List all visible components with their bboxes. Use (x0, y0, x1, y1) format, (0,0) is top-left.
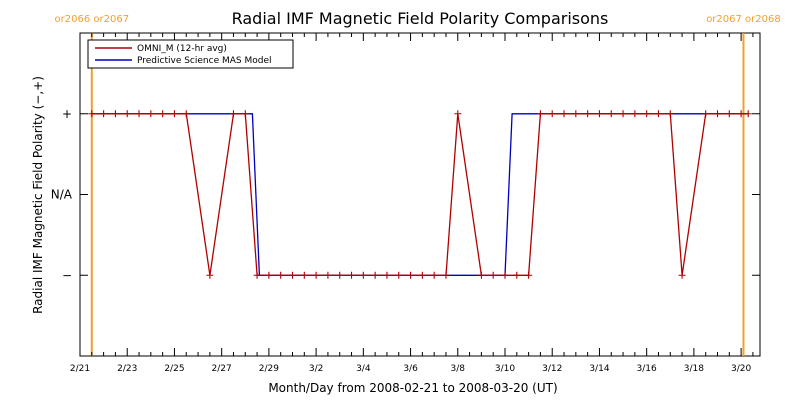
series-0-point-5 (147, 110, 155, 118)
x-tick-label-14: 3/20 (731, 364, 751, 374)
carrington-marker-label-0: or2066 or2067 (55, 14, 130, 25)
y-tick-label-2: − (62, 268, 72, 282)
x-tick-label-6: 3/4 (356, 364, 371, 374)
x-tick-label-4: 2/29 (259, 364, 279, 374)
x-tick-label-3: 2/27 (212, 364, 232, 374)
x-axis-label: Month/Day from 2008-02-21 to 2008-03-20 … (268, 381, 557, 395)
series-0-point-8 (182, 110, 190, 118)
series-0-point-17 (312, 271, 320, 279)
series-0-point-14 (277, 271, 285, 279)
series-0-point-29 (454, 110, 462, 118)
series-0-point-25 (407, 271, 415, 279)
series-0-point-9 (206, 271, 214, 279)
legend-box (87, 39, 294, 69)
series-0-point-3 (123, 110, 131, 118)
series-0-point-47 (678, 271, 686, 279)
series-0-point-32 (501, 271, 509, 279)
series-0-point-24 (395, 271, 403, 279)
series-0-point-34 (525, 271, 533, 279)
x-tick-label-11: 3/14 (589, 364, 609, 374)
series-0-point-2 (111, 110, 119, 118)
series-0-point-4 (135, 110, 143, 118)
series-0-point-42 (619, 110, 627, 118)
series-0-point-35 (536, 110, 544, 118)
series-0-point-49 (714, 110, 721, 118)
carrington-markers: or2066 or2067 or2067 or2068 (55, 14, 781, 356)
series-0-point-38 (572, 110, 580, 118)
series-0-point-0 (88, 110, 96, 118)
series-0-point-50 (725, 110, 733, 118)
series-0-point-48 (702, 110, 710, 118)
series-0-point-30 (477, 271, 485, 279)
series-0-point-41 (607, 110, 615, 118)
series-0-point-10 (229, 110, 237, 118)
x-tick-label-2: 2/25 (164, 364, 184, 374)
series-0-point-40 (595, 110, 603, 118)
series-0-point-21 (359, 271, 367, 279)
x-tick-label-8: 3/8 (451, 364, 466, 374)
series-0-point-18 (324, 271, 332, 279)
series-0-point-37 (560, 110, 568, 118)
x-tick-label-1: 2/23 (117, 364, 137, 374)
series-0-point-33 (513, 271, 521, 279)
x-tick-label-10: 3/12 (542, 364, 562, 374)
series-0-point-44 (643, 110, 651, 118)
series-0-point-16 (300, 271, 308, 279)
x-tick-label-9: 3/10 (495, 364, 515, 374)
series-0-point-52 (744, 110, 752, 118)
series-0-point-19 (336, 271, 344, 279)
series-0-point-26 (418, 271, 426, 279)
x-tick-label-0: 2/21 (70, 364, 90, 374)
series-0-point-7 (170, 110, 178, 118)
series-0-point-27 (430, 271, 438, 279)
series-0-point-13 (265, 271, 273, 279)
x-tick-label-7: 3/6 (403, 364, 418, 374)
x-tick-label-12: 3/16 (637, 364, 657, 374)
series-0-point-36 (548, 110, 556, 118)
y-axis-label: Radial IMF Magnetic Field Polarity (−,+) (31, 76, 45, 314)
series-0-point-43 (631, 110, 639, 118)
series-0-point-12 (253, 271, 261, 279)
series-0-point-31 (489, 271, 497, 279)
series-0-point-15 (289, 271, 296, 279)
series-0-point-28 (442, 271, 450, 279)
series-0-point-45 (654, 110, 662, 118)
series-0-point-20 (348, 271, 356, 279)
chart-title: Radial IMF Magnetic Field Polarity Compa… (232, 9, 609, 28)
series-layer (88, 110, 752, 279)
series-0-point-22 (371, 271, 379, 279)
series-0-point-11 (241, 110, 249, 118)
series-0-point-1 (100, 110, 108, 118)
series-0-point-23 (383, 271, 391, 279)
legend: OMNI_M (12-hr avg) Predictive Science MA… (87, 39, 294, 69)
x-tick-label-5: 3/2 (309, 364, 323, 374)
y-tick-label-1: N/A (51, 188, 73, 202)
y-tick-label-0: + (62, 107, 72, 121)
x-tick-label-13: 3/18 (684, 364, 704, 374)
legend-label-omni: OMNI_M (12-hr avg) (137, 44, 227, 54)
carrington-marker-label-1: or2067 or2068 (706, 14, 781, 25)
legend-label-mas: Predictive Science MAS Model (137, 56, 272, 66)
series-0-point-6 (159, 110, 167, 118)
series-0-point-39 (584, 110, 592, 118)
series-0-point-51 (737, 110, 745, 118)
series-0-point-46 (666, 110, 674, 118)
